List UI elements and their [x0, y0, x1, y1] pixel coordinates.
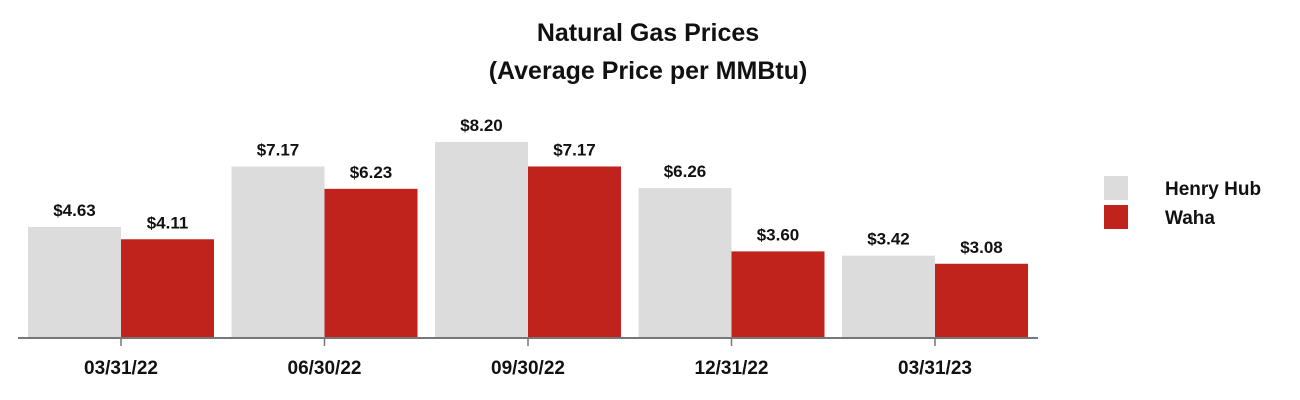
chart-subtitle: (Average Price per MMBtu)	[489, 57, 808, 85]
data-label: $7.17	[553, 140, 596, 159]
bar-waha-3	[528, 166, 621, 337]
bar-henry-hub-4	[638, 188, 732, 337]
data-label: $6.23	[350, 163, 393, 182]
x-axis-ticks: 03/31/22 06/30/22 09/30/22 12/31/22 03/31/23	[84, 338, 972, 379]
data-label: $6.26	[664, 162, 707, 181]
legend-label: Waha	[1165, 208, 1215, 229]
bar-waha-4	[731, 251, 825, 337]
legend-label: Henry Hub	[1165, 179, 1261, 200]
data-label: $3.08	[960, 238, 1003, 257]
bar-henry-hub-1	[28, 226, 121, 337]
data-label: $3.42	[867, 230, 910, 249]
data-label: $4.63	[53, 201, 96, 220]
chart-title: Natural Gas Prices	[537, 19, 759, 47]
x-tick-label: 03/31/22	[84, 358, 158, 379]
x-tick-label: 12/31/22	[695, 358, 769, 379]
legend-swatch-henry-hub	[1104, 176, 1128, 200]
bar-henry-hub-3	[435, 142, 528, 337]
legend-swatch-waha	[1104, 205, 1128, 229]
bar-waha-2	[324, 188, 418, 337]
data-label: $8.20	[460, 116, 503, 135]
x-tick-label: 06/30/22	[288, 358, 362, 379]
bars-layer: $4.63 $4.11 $7.17 $6.23 $8.20 $7.17 $6.26 $3.60…	[28, 116, 1028, 337]
bar-henry-hub-2	[231, 166, 325, 337]
bar-waha-1	[121, 239, 214, 337]
legend: Henry Hub Waha	[1104, 176, 1261, 229]
data-label: $7.17	[257, 140, 300, 159]
x-tick-label: 09/30/22	[491, 358, 565, 379]
x-tick-label: 03/31/23	[898, 358, 972, 379]
data-label: $3.60	[757, 225, 800, 244]
data-label: $4.11	[147, 213, 189, 232]
bar-waha-5	[935, 263, 1028, 337]
bar-henry-hub-5	[842, 255, 935, 337]
